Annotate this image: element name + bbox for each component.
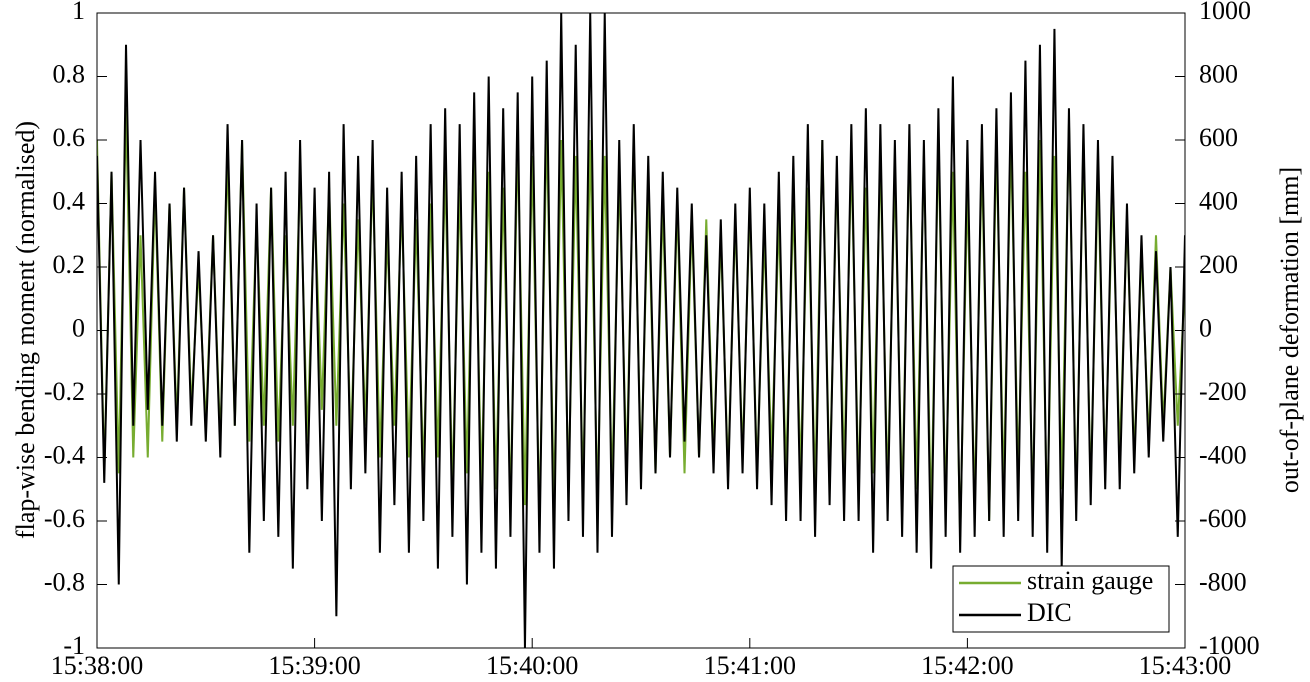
legend-label: strain gauge — [1027, 566, 1153, 595]
legend-box — [952, 565, 1170, 633]
y2-tick-label: 800 — [1199, 59, 1238, 88]
x-tick-label: 15:39:00 — [268, 651, 360, 680]
x-tick-label: 15:43:00 — [1139, 651, 1231, 680]
x-tick-label: 15:41:00 — [704, 651, 796, 680]
y2-tick-label: -400 — [1199, 440, 1247, 469]
y2-tick-label: -800 — [1199, 567, 1247, 596]
y-tick-label: -1 — [63, 631, 85, 660]
y2-tick-label: 400 — [1199, 186, 1238, 215]
legend-label: DIC — [1027, 598, 1072, 627]
y-tick-label: -0.4 — [44, 440, 85, 469]
y-tick-label: 0.4 — [53, 186, 86, 215]
y-tick-label: 0.8 — [53, 59, 86, 88]
y2-tick-label: -200 — [1199, 377, 1247, 406]
y2-tick-label: -1000 — [1199, 631, 1260, 660]
y-tick-label: 0.6 — [53, 123, 86, 152]
y-tick-label: 0 — [72, 313, 85, 342]
y2-tick-label: 200 — [1199, 250, 1238, 279]
y2-tick-label: 1000 — [1199, 0, 1251, 25]
y-axis-label: flap-wise bending moment (normalised) — [11, 121, 40, 539]
y-tick-label: 1 — [72, 0, 85, 25]
x-tick-label: 15:42:00 — [921, 651, 1013, 680]
y2-tick-label: -600 — [1199, 504, 1247, 533]
y-tick-label: 0.2 — [53, 250, 86, 279]
y-tick-label: -0.8 — [44, 567, 85, 596]
y2-tick-label: 0 — [1199, 313, 1212, 342]
y2-tick-label: 600 — [1199, 123, 1238, 152]
series-line — [97, 13, 1185, 648]
x-tick-label: 15:40:00 — [486, 651, 578, 680]
y-tick-label: -0.6 — [44, 504, 85, 533]
x-tick-label: 15:38:00 — [51, 651, 143, 680]
y2-axis-label: out-of-plane deformation [mm] — [1275, 167, 1304, 493]
y-tick-label: -0.2 — [44, 377, 85, 406]
plot-area — [97, 13, 1185, 648]
